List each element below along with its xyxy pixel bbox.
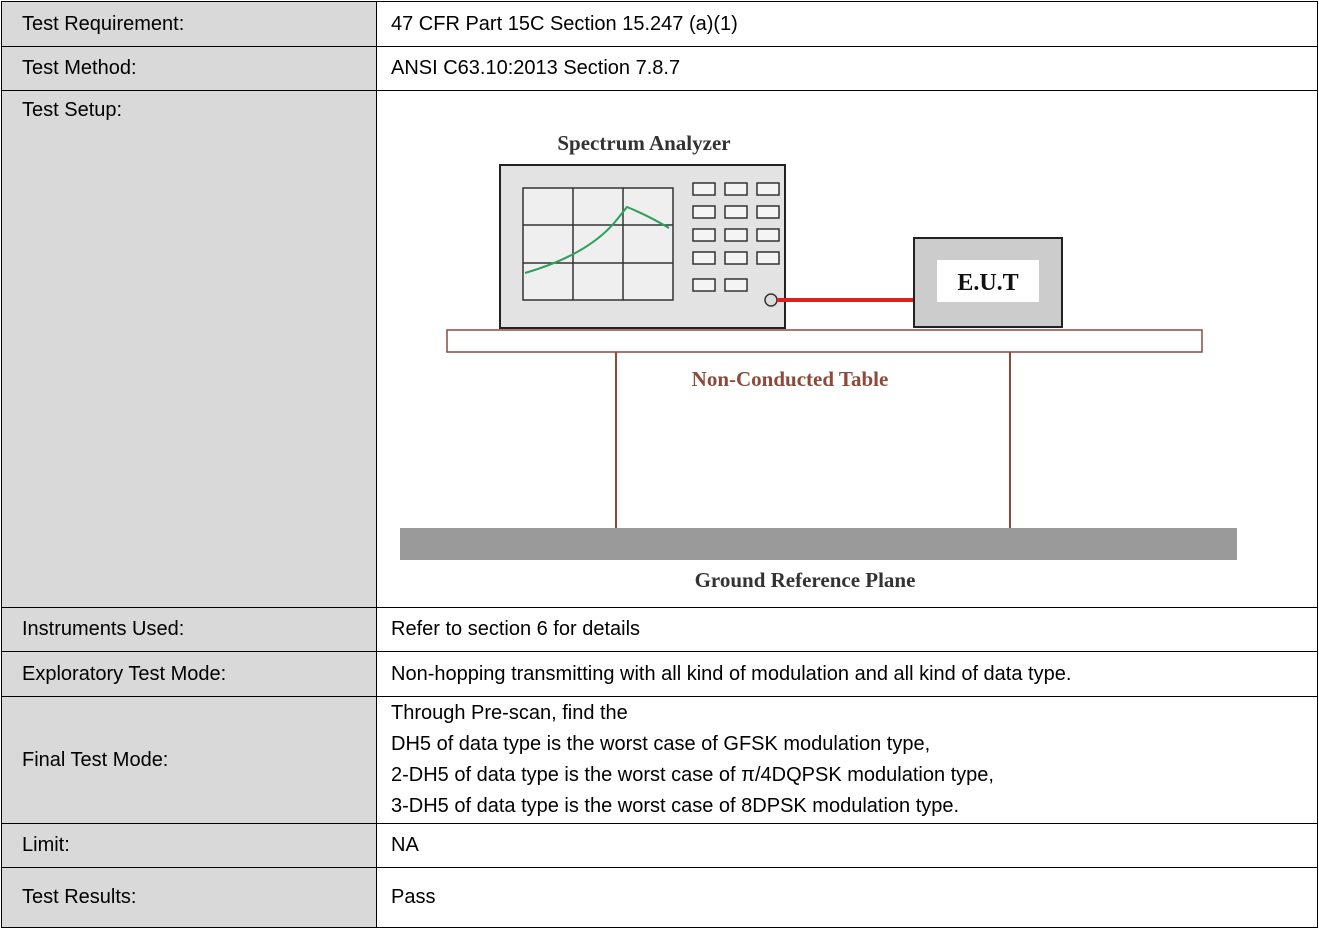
- eut-label: E.U.T: [957, 270, 1018, 296]
- row: Test Results: Pass: [1, 867, 1318, 928]
- label: Limit:: [1, 823, 377, 868]
- label: Test Results:: [1, 867, 377, 928]
- line: Through Pre-scan, find the: [391, 702, 628, 724]
- diagram-cell: Spectrum Analyzer E.U.T Non-Conducted Ta…: [376, 90, 1318, 608]
- row: Instruments Used: Refer to section 6 for…: [1, 607, 1318, 652]
- ground-plane: [400, 528, 1237, 560]
- setup-diagram: Spectrum Analyzer E.U.T Non-Conducted Ta…: [400, 131, 1237, 592]
- analyzer-screen: [522, 187, 674, 301]
- label: Test Setup:: [1, 90, 377, 608]
- value: Through Pre-scan, find the DH5 of data t…: [376, 696, 1318, 824]
- row: Final Test Mode: Through Pre-scan, find …: [1, 696, 1318, 824]
- table-label: Non-Conducted Table: [692, 367, 889, 391]
- value: Pass: [376, 867, 1318, 928]
- value: NA: [376, 823, 1318, 868]
- row: Test Setup: Spectrum Analyzer E.U.T No: [1, 90, 1318, 608]
- analyzer-buttons: [692, 182, 780, 292]
- value: ANSI C63.10:2013 Section 7.8.7: [376, 46, 1318, 91]
- table-top: [446, 329, 1203, 353]
- line: 2-DH5 of data type is the worst case of …: [391, 764, 994, 786]
- value: Non-hopping transmitting with all kind o…: [376, 651, 1318, 697]
- ground-label: Ground Reference Plane: [695, 568, 916, 592]
- label: Final Test Mode:: [1, 696, 377, 824]
- spectrum-trace: [524, 205, 670, 274]
- label: Test Method:: [1, 46, 377, 91]
- analyzer-label: Spectrum Analyzer: [557, 131, 730, 155]
- screen-grid: [523, 188, 673, 300]
- row: Limit: NA: [1, 823, 1318, 868]
- label: Instruments Used:: [1, 607, 377, 652]
- value: Refer to section 6 for details: [376, 607, 1318, 652]
- label: Exploratory Test Mode:: [1, 651, 377, 697]
- line: 3-DH5 of data type is the worst case of …: [391, 795, 960, 817]
- row: Test Requirement: 47 CFR Part 15C Sectio…: [1, 1, 1318, 47]
- label: Test Requirement:: [1, 1, 377, 47]
- row: Test Method: ANSI C63.10:2013 Section 7.…: [1, 46, 1318, 91]
- line: DH5 of data type is the worst case of GF…: [391, 733, 931, 755]
- rf-port: [764, 293, 778, 307]
- value: 47 CFR Part 15C Section 15.247 (a)(1): [376, 1, 1318, 47]
- row: Exploratory Test Mode: Non-hopping trans…: [1, 651, 1318, 697]
- eut-label-bg: [937, 260, 1039, 302]
